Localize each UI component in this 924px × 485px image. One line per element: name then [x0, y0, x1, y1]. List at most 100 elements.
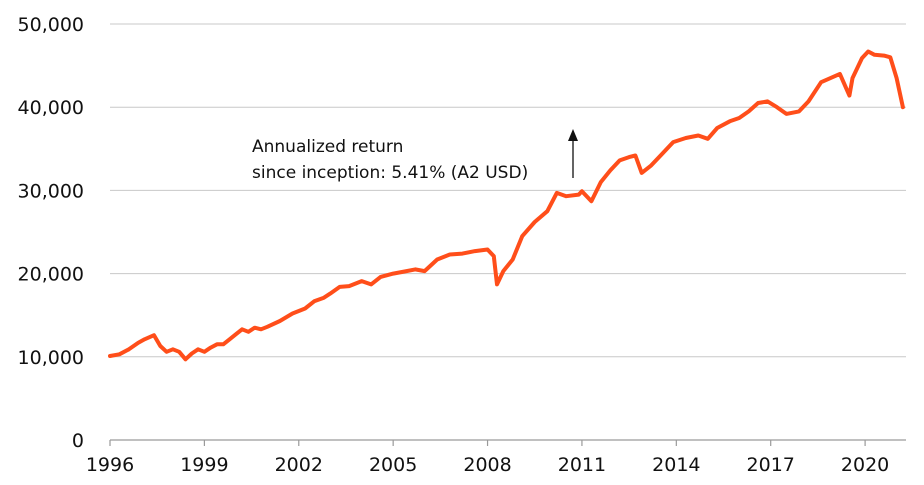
data-point — [895, 76, 898, 80]
data-point — [882, 54, 886, 57]
data-point — [867, 50, 870, 53]
data-point — [829, 76, 832, 80]
data-point — [599, 180, 603, 184]
data-point — [266, 325, 269, 329]
data-point — [520, 234, 524, 238]
data-point — [461, 252, 464, 255]
data-point — [738, 116, 741, 120]
annotation-line-2: since inception: 5.41% (A2 USD) — [252, 163, 528, 183]
data-point — [640, 171, 643, 175]
data-point — [118, 353, 121, 356]
data-point — [706, 137, 709, 141]
y-tick-label: 20,000 — [18, 264, 84, 286]
y-tick-label: 50,000 — [18, 14, 84, 36]
gridlines — [110, 23, 906, 358]
annotation-line-1: Annualized return — [252, 137, 403, 157]
data-point — [838, 72, 842, 76]
data-point — [369, 283, 373, 286]
data-point — [684, 136, 687, 140]
data-point — [401, 270, 404, 274]
axes — [109, 439, 906, 446]
data-point — [502, 269, 505, 273]
data-point — [756, 101, 760, 105]
data-point — [448, 253, 451, 256]
data-point — [889, 56, 892, 59]
data-point — [697, 134, 700, 137]
data-point — [766, 100, 769, 103]
data-point — [178, 350, 181, 354]
data-point — [797, 110, 801, 113]
data-point — [313, 299, 316, 303]
x-tick-labels: 1996 1999 2002 2005 2008 2011 2014 2017 2020 — [86, 454, 889, 476]
series-line — [108, 49, 905, 362]
data-point — [127, 348, 131, 351]
x-tick-label: 2017 — [747, 454, 795, 476]
data-point — [222, 343, 225, 346]
data-point — [618, 159, 621, 162]
x-tick-label: 2002 — [275, 454, 323, 476]
data-point — [659, 154, 662, 157]
data-point — [228, 338, 231, 341]
data-point — [671, 140, 675, 144]
data-point — [329, 292, 332, 295]
data-point — [247, 330, 250, 334]
data-point — [473, 249, 477, 253]
data-point — [590, 200, 593, 203]
x-tick-label: 2011 — [558, 454, 606, 476]
data-point — [152, 333, 156, 337]
data-point — [860, 56, 864, 60]
series-layer — [108, 49, 905, 362]
data-point — [347, 284, 351, 288]
annotation: Annualized return since inception: 5.41%… — [252, 129, 578, 183]
data-point — [391, 272, 395, 275]
data-point — [495, 283, 499, 286]
x-tick-label: 2005 — [369, 454, 417, 476]
y-tick-label: 0 — [72, 430, 84, 452]
data-point — [259, 328, 263, 331]
data-point — [901, 106, 905, 109]
data-point — [580, 190, 584, 193]
data-point — [143, 338, 146, 341]
data-point — [423, 269, 426, 273]
annotation-arrow-head — [568, 129, 578, 141]
y-tick-labels: 0 10,000 20,000 30,000 40,000 50,000 — [18, 14, 84, 452]
data-point — [413, 268, 417, 271]
data-point — [775, 106, 779, 109]
data-point — [137, 341, 140, 344]
data-point — [747, 110, 750, 113]
data-point — [848, 94, 851, 97]
data-point — [215, 343, 219, 346]
data-point — [338, 285, 341, 289]
data-point — [278, 319, 282, 323]
data-point — [716, 126, 719, 130]
data-point — [360, 279, 363, 283]
data-point — [873, 53, 876, 56]
x-tick-label: 2008 — [463, 454, 511, 476]
data-point — [203, 350, 206, 354]
data-point — [785, 112, 788, 116]
data-point — [627, 155, 631, 159]
x-tick-label: 2014 — [652, 454, 700, 476]
data-point — [851, 76, 854, 80]
data-point — [171, 348, 175, 351]
data-point — [209, 346, 212, 349]
y-tick-label: 40,000 — [18, 97, 84, 119]
data-point — [634, 154, 637, 157]
y-tick-label: 30,000 — [18, 180, 84, 202]
x-tick-label: 1996 — [86, 454, 134, 476]
data-point — [492, 254, 496, 258]
data-point — [807, 100, 810, 103]
data-point — [240, 328, 244, 331]
data-point — [486, 248, 489, 251]
data-point — [533, 220, 536, 224]
data-point — [196, 348, 200, 351]
data-point — [234, 333, 238, 336]
data-point — [322, 296, 326, 299]
data-point — [379, 275, 382, 279]
data-point — [565, 195, 568, 198]
data-point — [577, 193, 580, 196]
data-point — [303, 307, 307, 310]
data-point — [108, 354, 112, 358]
data-point — [184, 358, 187, 361]
